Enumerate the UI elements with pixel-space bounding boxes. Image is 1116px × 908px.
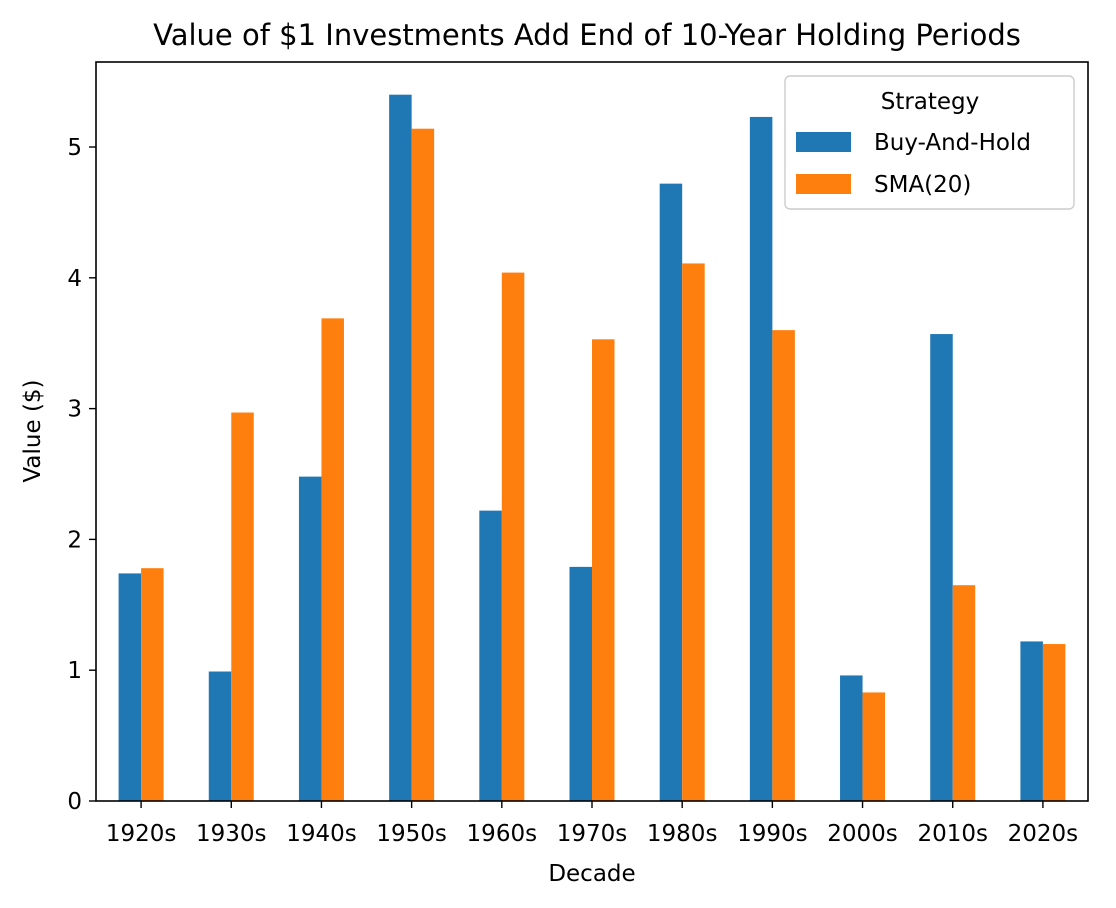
x-tick-label: 1920s xyxy=(106,821,177,847)
legend-label-sma-20: SMA(20) xyxy=(874,172,971,198)
x-tick-label: 1940s xyxy=(286,821,357,847)
x-tick-label: 1950s xyxy=(376,821,447,847)
bar-buy-and-hold-1990s xyxy=(749,116,773,802)
legend-swatch-buy-and-hold xyxy=(796,132,851,152)
legend-box xyxy=(784,75,1075,210)
bar-buy-and-hold-1920s xyxy=(118,573,142,801)
legend-label-buy-and-hold: Buy-And-Hold xyxy=(874,130,1031,156)
y-tick-label: 4 xyxy=(67,266,82,292)
bar-sma-20-2000s xyxy=(862,692,886,801)
x-tick-label: 2010s xyxy=(917,821,988,847)
legend: Strategy Buy-And-Hold SMA(20) xyxy=(784,75,1075,210)
bar-sma-20-1950s xyxy=(411,128,435,802)
bar-sma-20-1990s xyxy=(772,330,795,801)
bar-sma-20-1970s xyxy=(592,339,615,801)
bar-buy-and-hold-1970s xyxy=(569,566,592,801)
y-tick-label: 2 xyxy=(67,527,82,553)
y-axis-label: Value ($) xyxy=(20,379,46,482)
bar-buy-and-hold-2000s xyxy=(840,675,863,801)
x-tick-label: 1980s xyxy=(647,821,718,847)
x-tick-label: 1930s xyxy=(196,821,267,847)
bar-sma-20-1960s xyxy=(501,272,525,802)
bar-buy-and-hold-2010s xyxy=(930,334,953,801)
bar-buy-and-hold-1930s xyxy=(208,671,232,801)
y-tick-label: 1 xyxy=(67,658,82,684)
y-tick-label: 0 xyxy=(67,789,82,815)
bar-sma-20-1930s xyxy=(231,412,254,801)
bar-buy-and-hold-1980s xyxy=(659,183,683,802)
x-tick-label: 1970s xyxy=(557,821,628,847)
bar-buy-and-hold-1950s xyxy=(389,94,412,802)
bar-buy-and-hold-1960s xyxy=(479,510,502,801)
legend-title: Strategy xyxy=(881,89,980,115)
bar-buy-and-hold-1940s xyxy=(298,476,322,801)
plot-area: 1920s 1930s 1940s 1950s 1960s 1970s 1980s 1990s… xyxy=(67,94,1079,847)
bar-sma-20-1980s xyxy=(682,263,705,802)
x-tick-label: 1990s xyxy=(737,821,808,847)
bar-sma-20-2020s xyxy=(1042,644,1066,801)
plot-frame xyxy=(95,61,1089,802)
x-tick-label: 2020s xyxy=(1008,821,1079,847)
x-tick-label: 2000s xyxy=(827,821,898,847)
y-tick-label: 3 xyxy=(67,397,82,423)
legend-swatch-sma-20 xyxy=(796,174,851,194)
bar-sma-20-1920s xyxy=(141,568,164,801)
bar-buy-and-hold-2020s xyxy=(1020,641,1043,801)
x-axis-label: Decade xyxy=(548,861,635,887)
bar-sma-20-2010s xyxy=(952,585,976,801)
chart-title: Value of $1 Investments Add End of 10-Ye… xyxy=(153,18,1021,52)
x-tick-label: 1960s xyxy=(467,821,538,847)
y-tick-label: 5 xyxy=(67,135,82,161)
bar-sma-20-1940s xyxy=(321,318,344,801)
